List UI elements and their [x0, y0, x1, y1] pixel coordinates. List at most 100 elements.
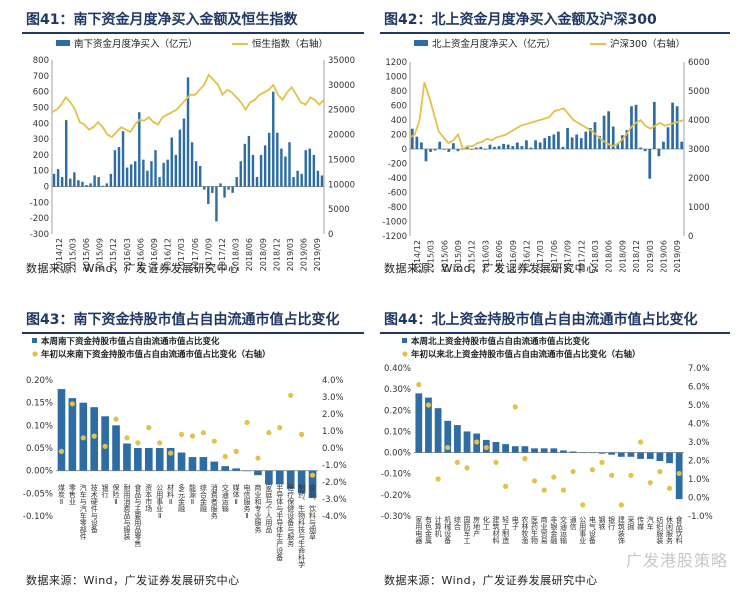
bar: [223, 186, 226, 198]
bar: [312, 154, 316, 187]
bar: [142, 159, 145, 187]
x-tick-label: 2016/12: [164, 238, 173, 271]
bar: [579, 452, 587, 454]
scatter-point: [570, 469, 576, 475]
y-left-tick-label: 200: [33, 151, 49, 161]
scatter-point: [657, 469, 663, 475]
scatter-point: [124, 435, 130, 441]
bar: [434, 408, 442, 453]
category-label: 休闲服务: [666, 515, 674, 545]
bar: [566, 127, 569, 149]
figure-44: 图44：北上资金持股市值占自由流通市值占比变化 本周北上资金持股市值占自由流通市…: [380, 306, 730, 596]
bar: [101, 185, 104, 187]
bar: [182, 118, 186, 187]
y-right-tick-label: -1.0%: [322, 461, 347, 471]
bar: [231, 186, 234, 193]
x-tick-label: 2016/06: [136, 238, 145, 271]
y-right-tick-label: 35000: [328, 56, 355, 66]
scatter-point: [618, 502, 624, 508]
bar: [550, 448, 558, 453]
bar: [493, 146, 496, 149]
y-left-tick-label: -0.05%: [23, 489, 53, 499]
y-right-tick-label: 0: [328, 230, 333, 240]
bar: [121, 131, 125, 187]
bar: [680, 141, 684, 149]
bar: [634, 104, 638, 149]
x-tick-label: 2018/03: [591, 240, 600, 272]
y-left-tick-label: 200: [391, 131, 407, 141]
bar: [639, 147, 642, 149]
bar: [575, 134, 579, 149]
bar: [666, 452, 673, 464]
bar: [194, 161, 198, 187]
x-tick-label: 2015/12: [468, 240, 477, 272]
x-tick-label: 2015/12: [109, 238, 118, 271]
category-label: 能源Ⅱ: [188, 483, 196, 506]
y-right-tick-label: 30000: [328, 81, 355, 91]
category-label: 公用事业: [579, 516, 587, 544]
bar: [515, 142, 519, 149]
bar: [552, 134, 556, 149]
scatter-point: [255, 455, 261, 461]
y-left-tick-label: 0.05%: [26, 444, 53, 454]
y-left-tick-label: 0: [44, 183, 49, 193]
bar: [492, 442, 500, 453]
y-left-tick-label: -300: [30, 230, 49, 240]
bar: [243, 470, 251, 472]
y-left-tick-label: 0.30%: [384, 385, 411, 395]
bar: [247, 135, 251, 187]
bar: [463, 431, 471, 453]
category-label: 采掘: [627, 515, 635, 531]
bar: [292, 177, 295, 187]
figure-41: 图41：南下资金月度净买入金额及恒生指数 南下资金月度净买入（亿元） 恒生指数（右…: [22, 6, 364, 288]
category-label: 银行: [608, 515, 616, 531]
x-tick-label: 2017/03: [177, 238, 186, 271]
y-right-tick-label: -4.0%: [322, 512, 347, 522]
bar: [97, 177, 100, 187]
bar: [155, 448, 164, 471]
figure-41-title-bar: 图41：南下资金月度净买入金额及恒生指数: [22, 6, 364, 34]
category-label: 机械设备: [444, 515, 452, 545]
bar: [112, 425, 120, 471]
bar: [420, 142, 423, 149]
bar: [272, 91, 275, 187]
bar: [589, 127, 592, 149]
bar: [90, 407, 99, 471]
bar: [117, 147, 121, 187]
bar: [146, 170, 149, 187]
x-tick-label: 2017/06: [550, 240, 559, 272]
category-label: 制药、生物科技与生命科学: [298, 483, 306, 568]
bar: [616, 143, 620, 149]
x-tick-label: 2017/09: [204, 238, 213, 271]
bar: [68, 398, 77, 471]
y-left-tick-label: 600: [391, 102, 407, 112]
bar: [69, 178, 72, 187]
y-left-tick-label: 0.15%: [26, 399, 53, 409]
bar: [511, 146, 515, 149]
scatter-point: [113, 416, 119, 422]
bar: [538, 142, 542, 149]
bar: [511, 446, 519, 453]
figure-41-title: 图41：南下资金月度净买入金额及恒生指数: [26, 12, 298, 28]
y-right-tick-label: 10000: [328, 180, 355, 190]
y-left-tick-label: -200: [388, 160, 407, 170]
bar: [304, 150, 307, 187]
bar: [101, 416, 109, 471]
scatter-point: [135, 440, 141, 446]
category-label: 材料Ⅱ: [167, 483, 175, 506]
scatter-point: [222, 453, 228, 460]
scatter-point: [589, 467, 595, 473]
bar: [138, 112, 141, 187]
x-tick-label: 2015/03: [68, 238, 77, 271]
bar: [162, 162, 165, 187]
y-right-tick-label: 7.0%: [688, 364, 710, 374]
category-label: 消费者服务: [210, 483, 218, 520]
bar: [579, 138, 583, 149]
y-right-tick-label: 6000: [688, 58, 710, 68]
watermark: 广发港股策略: [625, 551, 728, 570]
category-label: 公用事业Ⅱ: [156, 484, 164, 520]
y-right-tick-label: 1.0%: [688, 475, 710, 485]
scatter-point: [609, 472, 615, 478]
bar: [602, 115, 606, 149]
bar: [170, 137, 173, 187]
